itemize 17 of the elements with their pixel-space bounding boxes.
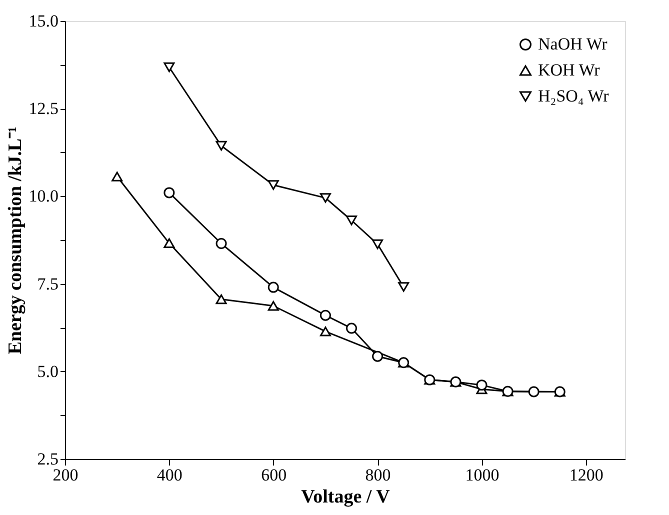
x-tick-label: 1000: [465, 466, 500, 484]
y-tick-label: 10.0: [28, 186, 58, 206]
y-tick-label: 5.0: [37, 362, 58, 381]
y-tick-label: 7.5: [37, 274, 58, 294]
y-axis-title: Energy consumption /kJ.L⁻¹: [4, 126, 26, 354]
x-tick-label: 1200: [569, 466, 604, 484]
x-axis-title: Voltage / V: [301, 486, 390, 508]
x-tick-label: 600: [261, 466, 287, 484]
x-tick-label: 800: [365, 466, 391, 484]
x-tick-label: 200: [52, 466, 78, 484]
x-tick-label: 400: [156, 466, 182, 484]
legend-label: NaOH Wr: [538, 34, 608, 54]
y-tick-label: 12.5: [28, 99, 58, 118]
legend-label: H₂SO₄ Wr: [538, 86, 610, 106]
y-tick-label: 15.0: [28, 12, 58, 30]
y-tick-label: 2.5: [37, 450, 58, 468]
legend-label: KOH Wr: [538, 60, 600, 80]
